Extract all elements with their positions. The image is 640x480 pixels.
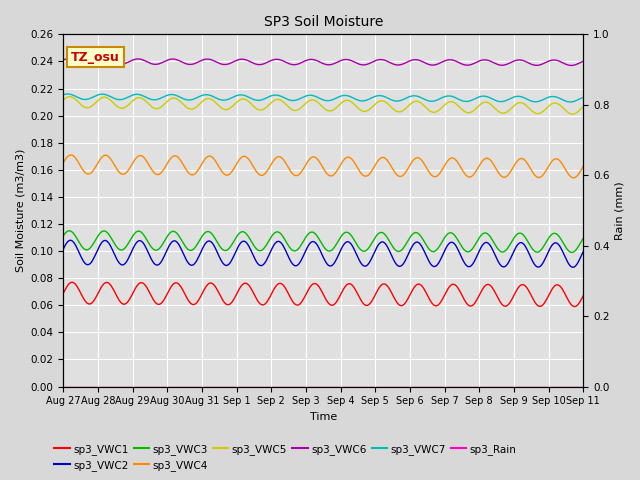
sp3_VWC4 xyxy=(579,164,587,169)
sp3_VWC1 xyxy=(68,279,76,285)
Y-axis label: Soil Moisture (m3/m3): Soil Moisture (m3/m3) xyxy=(15,149,25,272)
sp3_VWC3 xyxy=(60,233,67,239)
sp3_Rain xyxy=(579,384,587,389)
sp3_VWC5 xyxy=(486,101,494,107)
sp3_VWC3 xyxy=(568,250,575,255)
sp3_Rain xyxy=(369,384,376,389)
sp3_VWC5 xyxy=(66,94,74,100)
sp3_VWC5 xyxy=(60,97,67,103)
sp3_VWC7 xyxy=(64,91,72,97)
sp3_VWC6 xyxy=(60,57,67,63)
Title: SP3 Soil Moisture: SP3 Soil Moisture xyxy=(264,15,383,29)
sp3_VWC5 xyxy=(370,103,378,108)
Line: sp3_VWC2: sp3_VWC2 xyxy=(63,240,583,267)
sp3_VWC4 xyxy=(310,154,318,160)
sp3_VWC2 xyxy=(67,238,74,243)
sp3_VWC7 xyxy=(60,92,67,97)
sp3_VWC2 xyxy=(486,243,494,249)
sp3_Rain xyxy=(567,384,575,389)
sp3_VWC3 xyxy=(66,228,74,234)
Line: sp3_VWC5: sp3_VWC5 xyxy=(63,97,583,114)
sp3_VWC4 xyxy=(486,157,494,163)
sp3_VWC3 xyxy=(486,234,494,240)
sp3_Rain xyxy=(60,384,67,389)
sp3_VWC7 xyxy=(579,95,587,100)
Line: sp3_VWC6: sp3_VWC6 xyxy=(63,59,583,65)
sp3_VWC5 xyxy=(310,97,318,103)
sp3_VWC1 xyxy=(568,302,575,308)
sp3_VWC5 xyxy=(579,104,587,109)
sp3_VWC5 xyxy=(342,97,349,103)
sp3_VWC6 xyxy=(342,57,349,62)
sp3_VWC3 xyxy=(569,249,577,255)
sp3_VWC1 xyxy=(307,283,315,288)
sp3_VWC4 xyxy=(568,175,575,180)
sp3_Rain xyxy=(486,384,493,389)
Text: TZ_osu: TZ_osu xyxy=(71,51,120,64)
Line: sp3_VWC3: sp3_VWC3 xyxy=(63,231,583,252)
sp3_Rain xyxy=(307,384,314,389)
sp3_VWC1 xyxy=(486,283,494,288)
sp3_Rain xyxy=(341,384,349,389)
sp3_VWC1 xyxy=(310,281,318,287)
sp3_VWC1 xyxy=(579,293,587,299)
sp3_VWC5 xyxy=(568,111,575,117)
sp3_VWC4 xyxy=(60,160,67,166)
sp3_VWC4 xyxy=(570,175,578,180)
Line: sp3_VWC4: sp3_VWC4 xyxy=(63,155,583,178)
sp3_VWC6 xyxy=(310,57,318,63)
sp3_VWC1 xyxy=(60,290,67,296)
sp3_VWC6 xyxy=(307,57,315,62)
Legend: sp3_VWC1, sp3_VWC2, sp3_VWC3, sp3_VWC4, sp3_VWC5, sp3_VWC6, sp3_VWC7, sp3_Rain: sp3_VWC1, sp3_VWC2, sp3_VWC3, sp3_VWC4, … xyxy=(50,439,520,475)
sp3_VWC3 xyxy=(307,229,315,235)
sp3_VWC7 xyxy=(310,93,318,99)
sp3_VWC4 xyxy=(370,165,378,170)
sp3_VWC3 xyxy=(342,229,349,235)
sp3_VWC2 xyxy=(342,240,349,245)
sp3_VWC6 xyxy=(486,59,494,64)
sp3_VWC4 xyxy=(342,155,349,161)
sp3_VWC5 xyxy=(569,111,577,117)
sp3_VWC7 xyxy=(486,95,494,101)
sp3_VWC7 xyxy=(370,94,378,100)
sp3_VWC3 xyxy=(310,230,318,236)
sp3_VWC2 xyxy=(60,246,67,252)
sp3_VWC3 xyxy=(579,236,587,241)
sp3_VWC1 xyxy=(370,295,378,300)
sp3_VWC7 xyxy=(567,99,575,105)
sp3_VWC7 xyxy=(307,93,315,98)
sp3_VWC4 xyxy=(307,155,315,160)
sp3_VWC1 xyxy=(342,283,349,289)
sp3_VWC7 xyxy=(342,93,349,98)
sp3_VWC6 xyxy=(568,62,575,68)
sp3_VWC6 xyxy=(370,59,378,64)
sp3_VWC6 xyxy=(65,56,72,61)
sp3_VWC3 xyxy=(370,237,378,242)
sp3_VWC7 xyxy=(569,99,577,105)
sp3_VWC4 xyxy=(67,152,74,158)
Line: sp3_VWC7: sp3_VWC7 xyxy=(63,94,583,102)
sp3_VWC2 xyxy=(307,239,315,245)
sp3_VWC2 xyxy=(569,264,577,270)
sp3_VWC6 xyxy=(569,62,577,68)
sp3_VWC2 xyxy=(370,251,378,256)
sp3_VWC6 xyxy=(579,59,587,64)
sp3_VWC2 xyxy=(579,249,587,254)
sp3_VWC2 xyxy=(310,239,318,245)
Line: sp3_VWC1: sp3_VWC1 xyxy=(63,282,583,307)
sp3_VWC1 xyxy=(571,304,579,310)
sp3_Rain xyxy=(310,384,317,389)
sp3_VWC2 xyxy=(568,264,575,270)
Y-axis label: Rain (mm): Rain (mm) xyxy=(615,181,625,240)
sp3_VWC5 xyxy=(307,97,315,103)
X-axis label: Time: Time xyxy=(310,412,337,422)
